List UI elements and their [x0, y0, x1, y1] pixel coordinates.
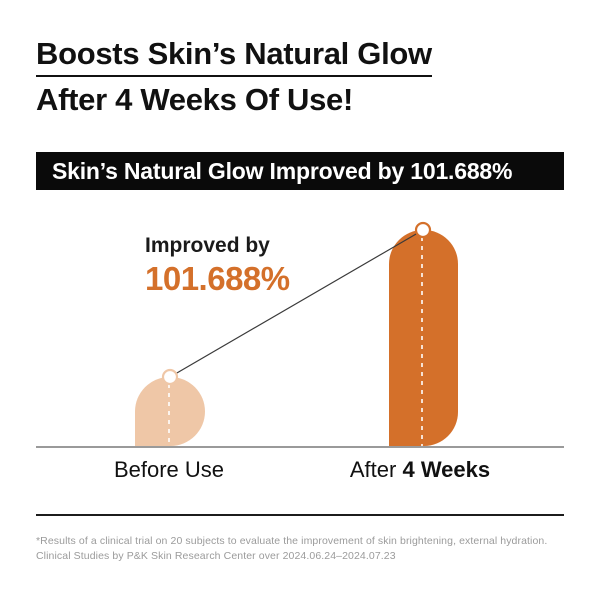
improvement-annotation: Improved by 101.688%: [145, 234, 290, 298]
category-label-after-4-weeks: After 4 Weeks: [350, 457, 490, 483]
bar-after-4-weeks: [389, 230, 458, 446]
headline-banner-text: Skin’s Natural Glow Improved by 101.688%: [52, 158, 513, 184]
x-axis-baseline: [36, 446, 564, 448]
category-label-after-bold: 4 Weeks: [402, 457, 491, 482]
category-label-before-text: Before Use: [113, 457, 225, 482]
footnote: *Results of a clinical trial on 20 subje…: [36, 534, 547, 564]
footnote-line2: Clinical Studies by P&K Skin Research Ce…: [36, 550, 396, 562]
headline-banner: Skin’s Natural Glow Improved by 101.688%: [36, 152, 564, 190]
page-title: Boosts Skin’s Natural Glow After 4 Weeks…: [36, 36, 432, 118]
bar-before-use: [135, 377, 205, 446]
footer-divider: [36, 514, 564, 516]
bar-after-center-dashed-line: [421, 237, 423, 446]
page-title-line2: After 4 Weeks Of Use!: [36, 82, 354, 117]
improvement-label: Improved by: [145, 234, 270, 257]
category-label-before-use: Before Use: [114, 457, 224, 483]
category-label-after-regular: After: [349, 457, 397, 482]
page-title-line1: Boosts Skin’s Natural Glow: [36, 36, 432, 77]
improvement-value: 101.688%: [145, 260, 290, 297]
footnote-line1: *Results of a clinical trial on 20 subje…: [36, 535, 548, 547]
bar-before-center-dashed-line: [168, 384, 170, 446]
